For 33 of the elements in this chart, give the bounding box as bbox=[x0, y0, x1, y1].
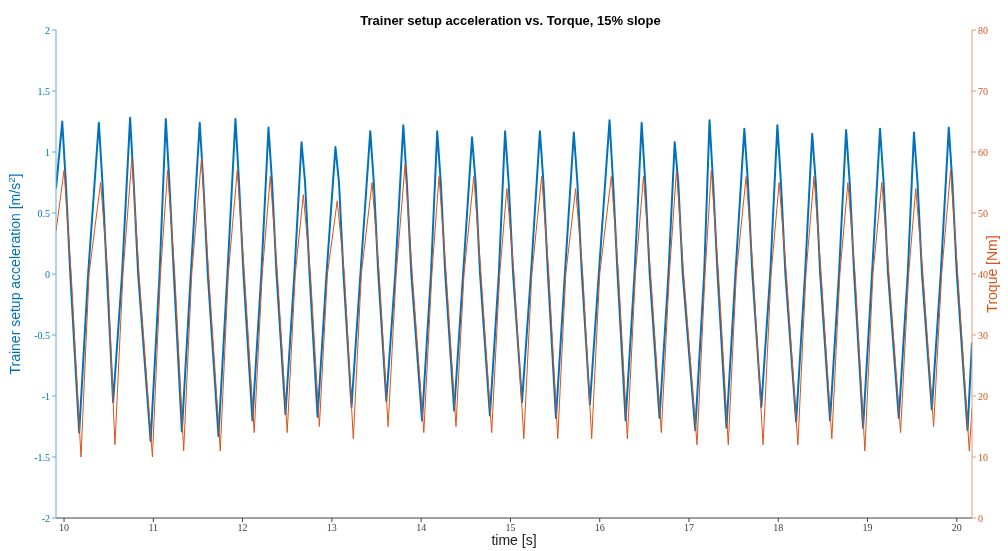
x-tick-label: 19 bbox=[862, 522, 873, 534]
y2-tick-label: 30 bbox=[978, 329, 988, 341]
x-tick-label: 16 bbox=[594, 522, 605, 534]
y2-tick-label: 0 bbox=[978, 512, 983, 524]
x-tick-label: 18 bbox=[773, 522, 784, 534]
x-axis-title: time [s] bbox=[491, 532, 537, 548]
x-tick-label: 12 bbox=[237, 522, 248, 534]
y2-tick-label: 20 bbox=[978, 390, 988, 402]
y-tick-label: -0.5 bbox=[34, 329, 50, 341]
y2-tick-label: 50 bbox=[978, 207, 988, 219]
y-tick-label: -1 bbox=[41, 390, 50, 402]
y2-tick-label: 70 bbox=[978, 85, 988, 97]
x-tick-label: 20 bbox=[951, 522, 962, 534]
line-series bbox=[56, 157, 972, 458]
line-series bbox=[56, 116, 972, 443]
x-tick-label: 17 bbox=[683, 522, 694, 534]
x-tick-label: 11 bbox=[148, 522, 159, 534]
y-tick-label: 0 bbox=[45, 268, 50, 280]
y2-tick-label: 80 bbox=[978, 24, 988, 36]
y-tick-label: 2 bbox=[45, 24, 50, 36]
y-tick-label: 1.5 bbox=[37, 85, 50, 97]
y-tick-label: 1 bbox=[45, 146, 50, 158]
x-tick-label: 13 bbox=[326, 522, 337, 534]
y-tick-label: -2 bbox=[41, 512, 50, 524]
y-tick-label: 0.5 bbox=[37, 207, 50, 219]
x-tick-label: 14 bbox=[416, 522, 427, 534]
y2-tick-label: 60 bbox=[978, 146, 988, 158]
x-tick-label: 15 bbox=[505, 522, 516, 534]
chart-title: Trainer setup acceleration vs. Torque, 15% slope bbox=[360, 13, 661, 28]
y2-tick-label: 40 bbox=[978, 268, 988, 280]
y2-tick-label: 10 bbox=[978, 451, 988, 463]
x-tick-label: 10 bbox=[59, 522, 70, 534]
y-tick-label: -1.5 bbox=[34, 451, 50, 463]
